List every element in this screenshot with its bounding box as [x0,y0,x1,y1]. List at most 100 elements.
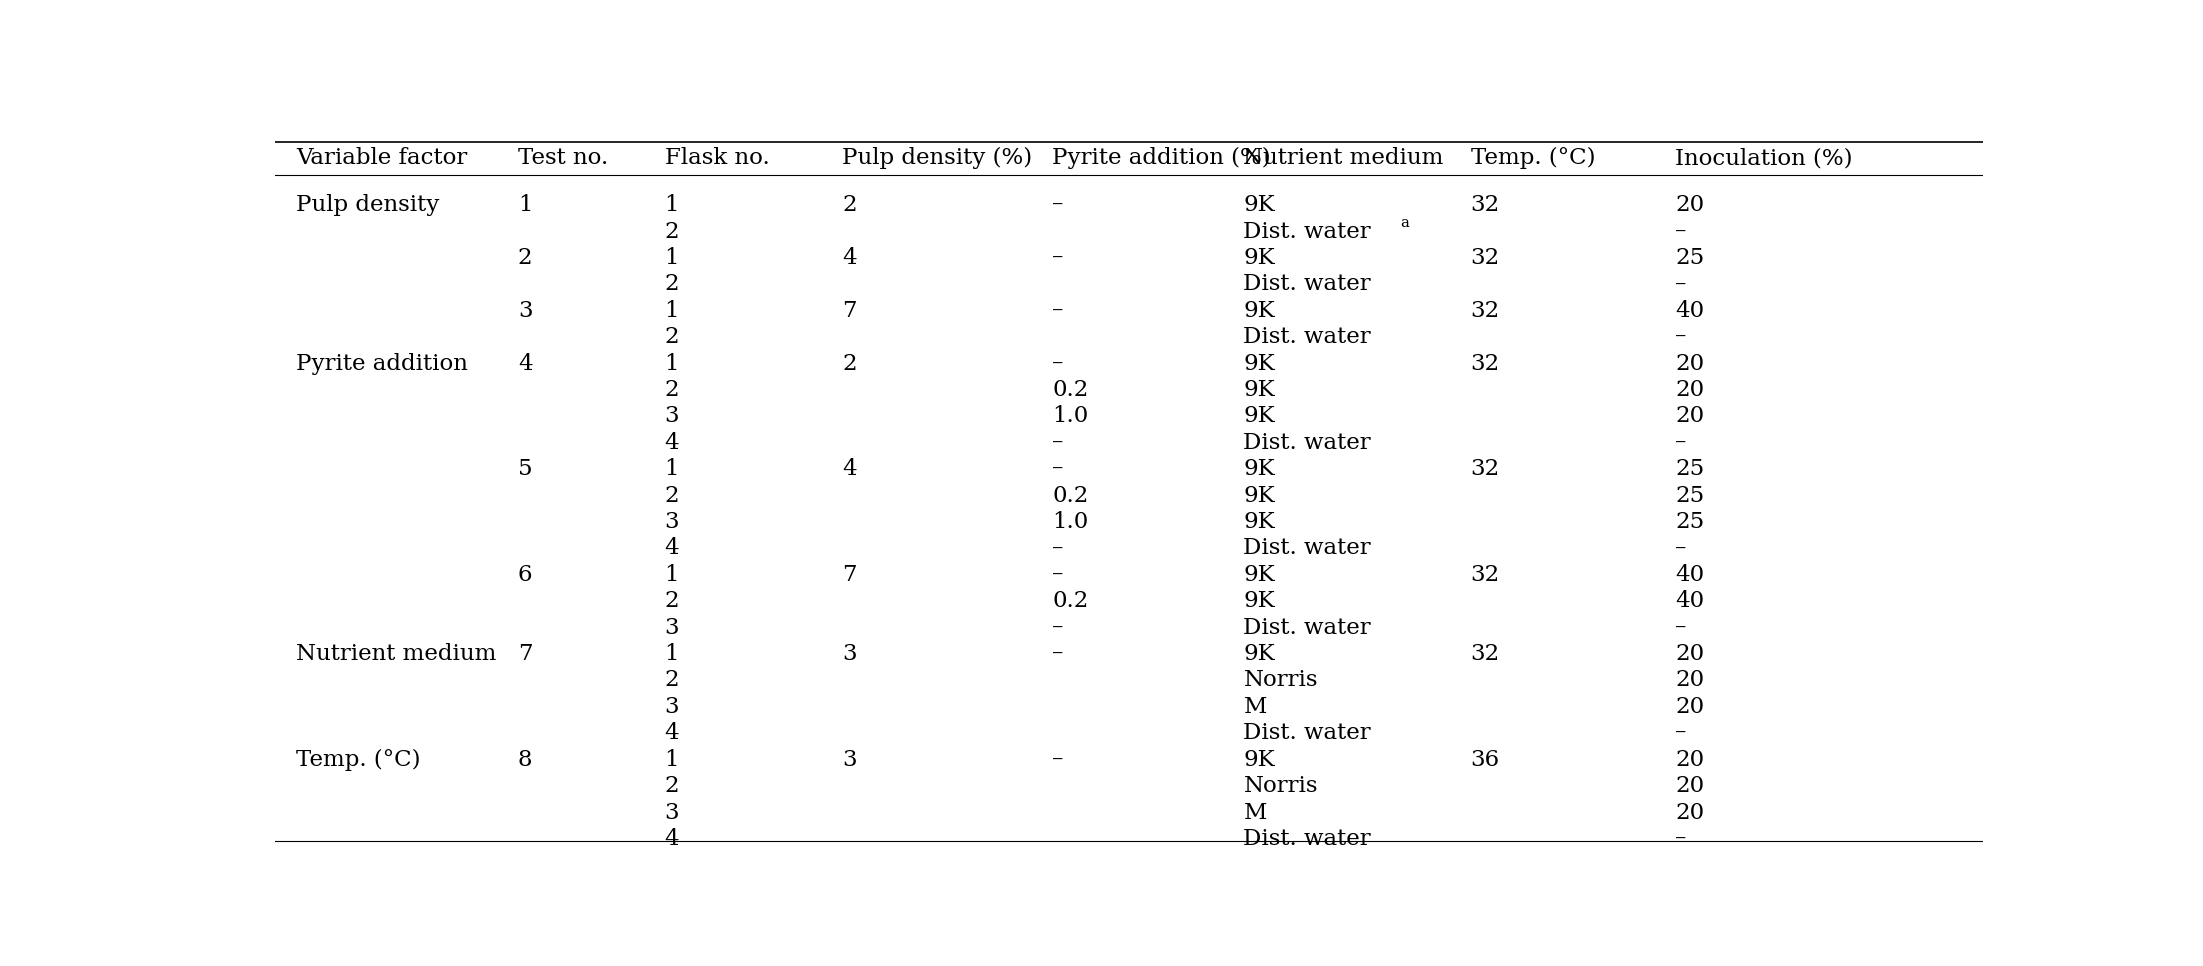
Text: Pyrite addition (%): Pyrite addition (%) [1053,147,1271,169]
Text: 3: 3 [665,696,679,718]
Text: Dist. water: Dist. water [1242,723,1370,744]
Text: 3: 3 [518,299,533,322]
Text: 2: 2 [665,669,679,692]
Text: 4: 4 [665,828,679,850]
Text: Dist. water: Dist. water [1242,537,1370,559]
Text: a: a [1401,215,1410,230]
Text: 0.2: 0.2 [1053,485,1088,506]
Text: –: – [1053,432,1064,454]
Text: 1: 1 [665,194,679,216]
Text: Test no.: Test no. [518,148,608,169]
Text: –: – [1674,537,1687,559]
Text: –: – [1674,327,1687,348]
Text: Norris: Norris [1242,775,1317,797]
Text: 3: 3 [665,802,679,823]
Text: 1: 1 [665,643,679,665]
Text: –: – [1674,220,1687,242]
Text: 7: 7 [842,299,857,322]
Text: 9K: 9K [1242,406,1276,427]
Text: 20: 20 [1674,775,1705,797]
Text: 7: 7 [518,643,533,665]
Text: 9K: 9K [1242,564,1276,585]
Text: –: – [1674,616,1687,639]
Text: 32: 32 [1472,458,1500,480]
Text: 4: 4 [842,247,857,269]
Text: 2: 2 [842,194,857,216]
Text: –: – [1674,723,1687,744]
Text: 40: 40 [1674,564,1705,585]
Text: –: – [1053,564,1064,585]
Text: M: M [1242,802,1267,823]
Text: 1: 1 [665,564,679,585]
Text: –: – [1674,432,1687,454]
Text: 36: 36 [1472,749,1500,771]
Text: 40: 40 [1674,590,1705,612]
Text: Nutrient medium: Nutrient medium [295,643,496,665]
Text: 20: 20 [1674,802,1705,823]
Text: Temp. (°C): Temp. (°C) [1472,147,1595,169]
Text: 2: 2 [665,327,679,348]
Text: 9K: 9K [1242,353,1276,375]
Text: 9K: 9K [1242,485,1276,506]
Text: 7: 7 [842,564,857,585]
Text: –: – [1053,616,1064,639]
Text: –: – [1053,194,1064,216]
Text: 32: 32 [1472,299,1500,322]
Text: 1.0: 1.0 [1053,406,1088,427]
Text: –: – [1053,353,1064,375]
Text: 9K: 9K [1242,458,1276,480]
Text: 32: 32 [1472,643,1500,665]
Text: 20: 20 [1674,406,1705,427]
Text: Dist. water: Dist. water [1242,432,1370,454]
Text: –: – [1053,643,1064,665]
Text: 25: 25 [1674,511,1705,533]
Text: 3: 3 [665,511,679,533]
Text: 2: 2 [665,485,679,506]
Text: 6: 6 [518,564,533,585]
Text: Inoculation (%): Inoculation (%) [1674,148,1853,169]
Text: –: – [1674,828,1687,850]
Text: 5: 5 [518,458,533,480]
Text: 25: 25 [1674,485,1705,506]
Text: 25: 25 [1674,458,1705,480]
Text: 25: 25 [1674,247,1705,269]
Text: 2: 2 [665,590,679,612]
Text: 4: 4 [842,458,857,480]
Text: 0.2: 0.2 [1053,379,1088,401]
Text: Pyrite addition: Pyrite addition [295,353,467,375]
Text: Flask no.: Flask no. [665,148,769,169]
Text: –: – [1053,299,1064,322]
Text: Dist. water: Dist. water [1242,327,1370,348]
Text: Pulp density: Pulp density [295,194,438,216]
Text: –: – [1053,458,1064,480]
Text: 9K: 9K [1242,749,1276,771]
Text: 2: 2 [665,273,679,296]
Text: 9K: 9K [1242,194,1276,216]
Text: Dist. water: Dist. water [1242,828,1370,850]
Text: 0.2: 0.2 [1053,590,1088,612]
Text: 9K: 9K [1242,511,1276,533]
Text: 4: 4 [665,537,679,559]
Text: Pulp density (%): Pulp density (%) [842,147,1033,169]
Text: 3: 3 [842,749,857,771]
Text: 20: 20 [1674,353,1705,375]
Text: 2: 2 [518,247,533,269]
Text: 20: 20 [1674,379,1705,401]
Text: 1: 1 [518,194,533,216]
Text: 3: 3 [842,643,857,665]
Text: 2: 2 [665,220,679,242]
Text: –: – [1053,749,1064,771]
Text: 4: 4 [665,723,679,744]
Text: 4: 4 [518,353,533,375]
Text: –: – [1053,537,1064,559]
Text: 32: 32 [1472,564,1500,585]
Text: 3: 3 [665,616,679,639]
Text: 1: 1 [665,353,679,375]
Text: 1: 1 [665,458,679,480]
Text: 20: 20 [1674,669,1705,692]
Text: –: – [1053,247,1064,269]
Text: 1.0: 1.0 [1053,511,1088,533]
Text: 2: 2 [665,775,679,797]
Text: 9K: 9K [1242,643,1276,665]
Text: Dist. water: Dist. water [1242,616,1370,639]
